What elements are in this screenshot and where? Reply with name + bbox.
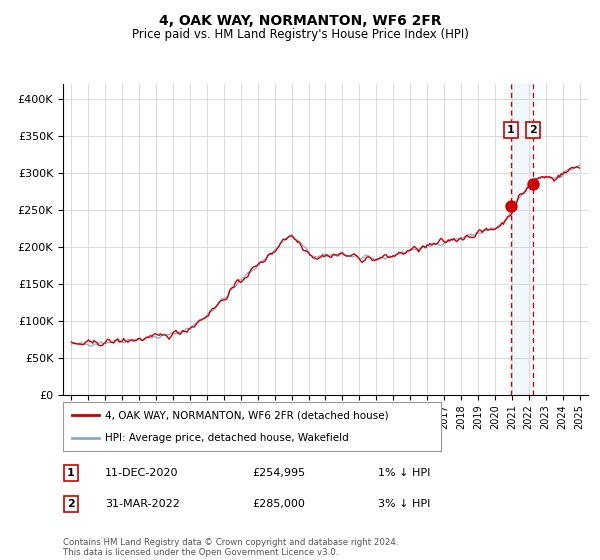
Text: 4, OAK WAY, NORMANTON, WF6 2FR: 4, OAK WAY, NORMANTON, WF6 2FR: [158, 14, 442, 28]
Text: 2: 2: [529, 125, 537, 135]
Text: 1: 1: [507, 125, 515, 135]
Text: 4, OAK WAY, NORMANTON, WF6 2FR (detached house): 4, OAK WAY, NORMANTON, WF6 2FR (detached…: [104, 410, 388, 420]
Point: [528, 179, 538, 188]
Text: 1% ↓ HPI: 1% ↓ HPI: [378, 468, 430, 478]
Text: £285,000: £285,000: [252, 499, 305, 509]
Text: 11-DEC-2020: 11-DEC-2020: [105, 468, 179, 478]
Point: [506, 202, 515, 211]
Text: HPI: Average price, detached house, Wakefield: HPI: Average price, detached house, Wake…: [104, 433, 349, 442]
Text: £254,995: £254,995: [252, 468, 305, 478]
Text: 31-MAR-2022: 31-MAR-2022: [105, 499, 180, 509]
Text: Price paid vs. HM Land Registry's House Price Index (HPI): Price paid vs. HM Land Registry's House …: [131, 28, 469, 41]
Bar: [511, 84, 533, 395]
Text: Contains HM Land Registry data © Crown copyright and database right 2024.
This d: Contains HM Land Registry data © Crown c…: [63, 538, 398, 557]
Text: 2: 2: [67, 499, 74, 509]
Text: 1: 1: [67, 468, 74, 478]
Text: 3% ↓ HPI: 3% ↓ HPI: [378, 499, 430, 509]
